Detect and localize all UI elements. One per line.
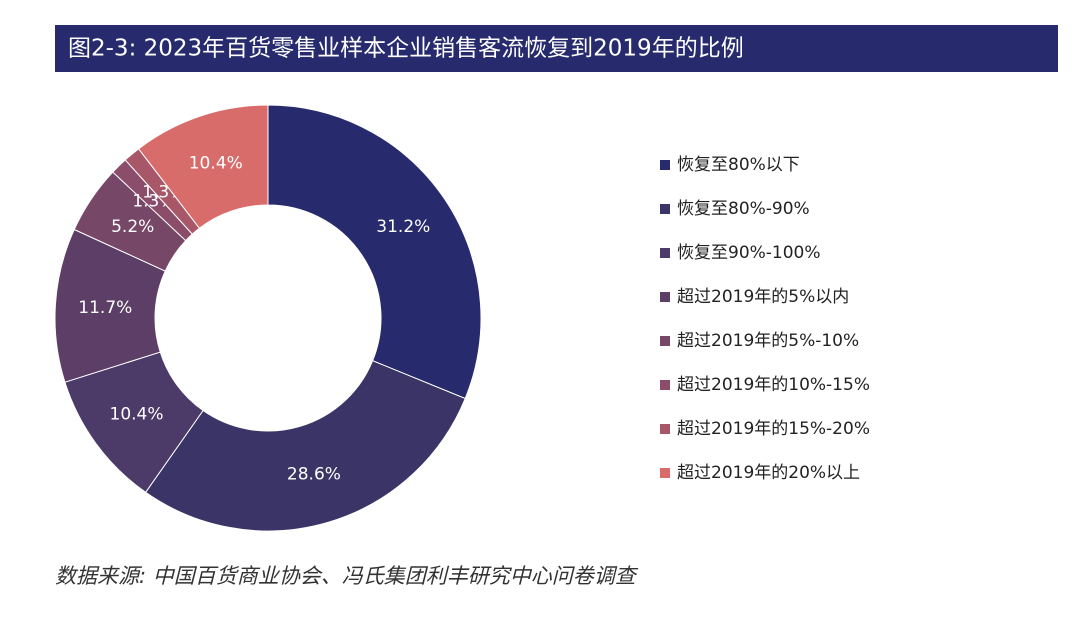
data-label: 31.2% <box>376 217 430 237</box>
legend-label: 恢复至80%-90% <box>677 199 810 219</box>
legend-label: 恢复至90%-100% <box>677 243 821 263</box>
data-label: 5.2% <box>111 217 154 237</box>
legend-label: 超过2019年的5%以内 <box>677 287 849 307</box>
legend-label: 超过2019年的5%-10% <box>677 331 859 351</box>
data-label: 11.7% <box>78 298 132 318</box>
legend-swatch <box>660 204 670 214</box>
donut-slice <box>267 104 482 400</box>
legend-label: 超过2019年的15%-20% <box>677 419 870 439</box>
legend-swatch <box>660 468 670 478</box>
donut-slice <box>137 104 269 229</box>
donut-slice <box>144 360 466 532</box>
legend-swatch <box>660 424 670 434</box>
data-label: 10.4% <box>189 154 243 174</box>
legend-swatch <box>660 160 670 170</box>
legend-swatch <box>660 336 670 346</box>
source-note: 数据来源: 中国百货商业协会、冯氏集团利丰研究中心问卷调查 <box>55 564 639 588</box>
chart-title: 图2-3: 2023年百货零售业样本企业销售客流恢复到2019年的比例 <box>68 36 744 62</box>
legend-swatch <box>660 248 670 258</box>
legend-label: 超过2019年的20%以上 <box>677 463 860 483</box>
legend-label: 恢复至80%以下 <box>677 155 800 175</box>
title-bar <box>55 25 1058 72</box>
legend-swatch <box>660 380 670 390</box>
data-label: 10.4% <box>110 404 164 424</box>
legend-swatch <box>660 292 670 302</box>
legend-label: 超过2019年的10%-15% <box>677 375 870 395</box>
data-label: 28.6% <box>287 464 341 484</box>
